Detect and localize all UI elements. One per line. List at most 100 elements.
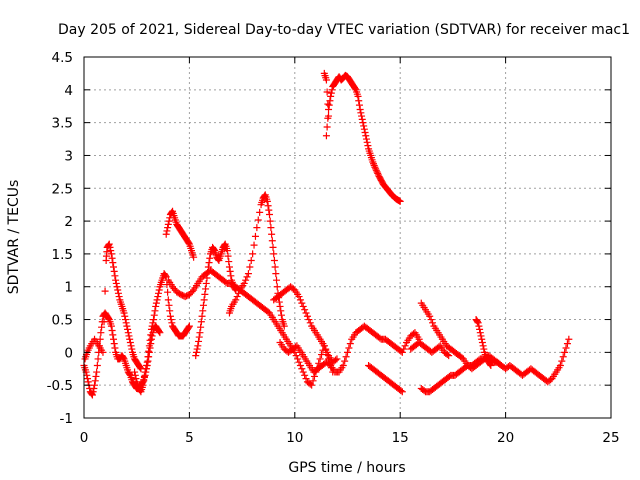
data-point <box>351 85 359 93</box>
data-point <box>249 250 257 258</box>
data-point <box>303 312 311 320</box>
data-point <box>325 355 333 363</box>
data-point <box>195 337 203 345</box>
x-axis-label: GPS time / hours <box>288 460 405 476</box>
data-point <box>478 339 486 347</box>
data-point <box>148 322 156 330</box>
y-tick-label: 3.5 <box>52 116 73 132</box>
data-point <box>206 254 214 262</box>
data-point <box>327 364 335 372</box>
data-point <box>145 348 153 356</box>
data-point <box>361 128 369 136</box>
data-point <box>325 112 333 120</box>
data-point <box>185 322 193 330</box>
data-point <box>226 267 234 275</box>
data-point <box>131 371 139 379</box>
data-point <box>105 314 113 322</box>
data-point <box>396 197 404 205</box>
data-point <box>273 276 281 284</box>
data-point <box>355 97 363 105</box>
data-point <box>147 331 155 339</box>
data-point <box>143 361 151 369</box>
data-point <box>156 329 164 337</box>
data-point <box>306 319 314 327</box>
data-point <box>164 288 172 296</box>
data-point <box>126 339 134 347</box>
x-tick-label: 0 <box>80 430 89 446</box>
series-sat-d <box>150 270 193 340</box>
data-point <box>473 318 481 326</box>
data-point <box>119 354 127 362</box>
chart-title: Day 205 of 2021, Sidereal Day-to-day VTE… <box>58 22 630 38</box>
data-point <box>556 361 564 369</box>
y-tick-label: 2 <box>64 214 73 230</box>
data-point <box>372 166 380 174</box>
data-point <box>371 163 379 171</box>
data-point <box>108 326 116 334</box>
data-point <box>198 312 206 320</box>
data-point <box>231 285 239 293</box>
data-point <box>147 325 155 333</box>
y-tick-label: 3 <box>64 148 73 164</box>
data-point <box>188 288 196 296</box>
data-point <box>93 368 101 376</box>
data-point <box>478 335 486 343</box>
data-point <box>339 361 347 369</box>
data-point <box>263 197 271 205</box>
data-point <box>374 169 382 177</box>
data-point <box>299 368 307 376</box>
data-point <box>154 293 162 301</box>
data-point <box>475 322 483 330</box>
data-point <box>196 329 204 337</box>
data-point <box>164 296 172 304</box>
data-point <box>273 283 281 291</box>
data-point <box>345 344 353 352</box>
data-point <box>136 364 144 372</box>
data-point <box>154 289 162 297</box>
data-point <box>141 368 149 376</box>
data-point <box>373 168 381 176</box>
data-point <box>474 319 482 327</box>
data-point <box>203 274 211 282</box>
data-point <box>204 263 212 271</box>
data-point <box>227 272 235 280</box>
data-point <box>266 217 274 225</box>
data-point <box>127 342 135 350</box>
y-tick-label: 4.5 <box>52 50 73 66</box>
data-point <box>114 289 122 297</box>
series-sat-h <box>225 191 288 330</box>
series-sat-b <box>81 240 145 373</box>
data-point <box>192 348 200 356</box>
data-point <box>185 323 193 331</box>
y-tick-label: 1.5 <box>52 247 73 263</box>
data-point <box>199 301 207 309</box>
data-point <box>93 361 101 369</box>
data-point <box>145 347 153 355</box>
data-point <box>210 246 218 254</box>
data-point <box>132 375 140 383</box>
data-point <box>476 329 484 337</box>
data-point <box>111 272 119 280</box>
series-sat-k <box>322 71 404 205</box>
data-point <box>150 311 158 319</box>
data-point <box>88 391 96 399</box>
data-point <box>427 316 435 324</box>
data-point <box>246 263 254 271</box>
data-point <box>355 101 363 109</box>
data-point <box>140 377 148 385</box>
data-point <box>295 293 303 301</box>
data-point <box>426 312 434 320</box>
data-point <box>277 307 285 315</box>
data-point <box>558 357 566 365</box>
data-point <box>101 287 109 295</box>
data-point <box>268 230 276 238</box>
data-point <box>114 286 122 294</box>
y-tick-label: -0.5 <box>47 378 73 394</box>
data-point <box>346 340 354 348</box>
data-point <box>195 333 203 341</box>
data-point <box>110 267 118 275</box>
data-point <box>296 361 304 369</box>
data-point <box>84 375 92 383</box>
data-point <box>139 381 147 389</box>
